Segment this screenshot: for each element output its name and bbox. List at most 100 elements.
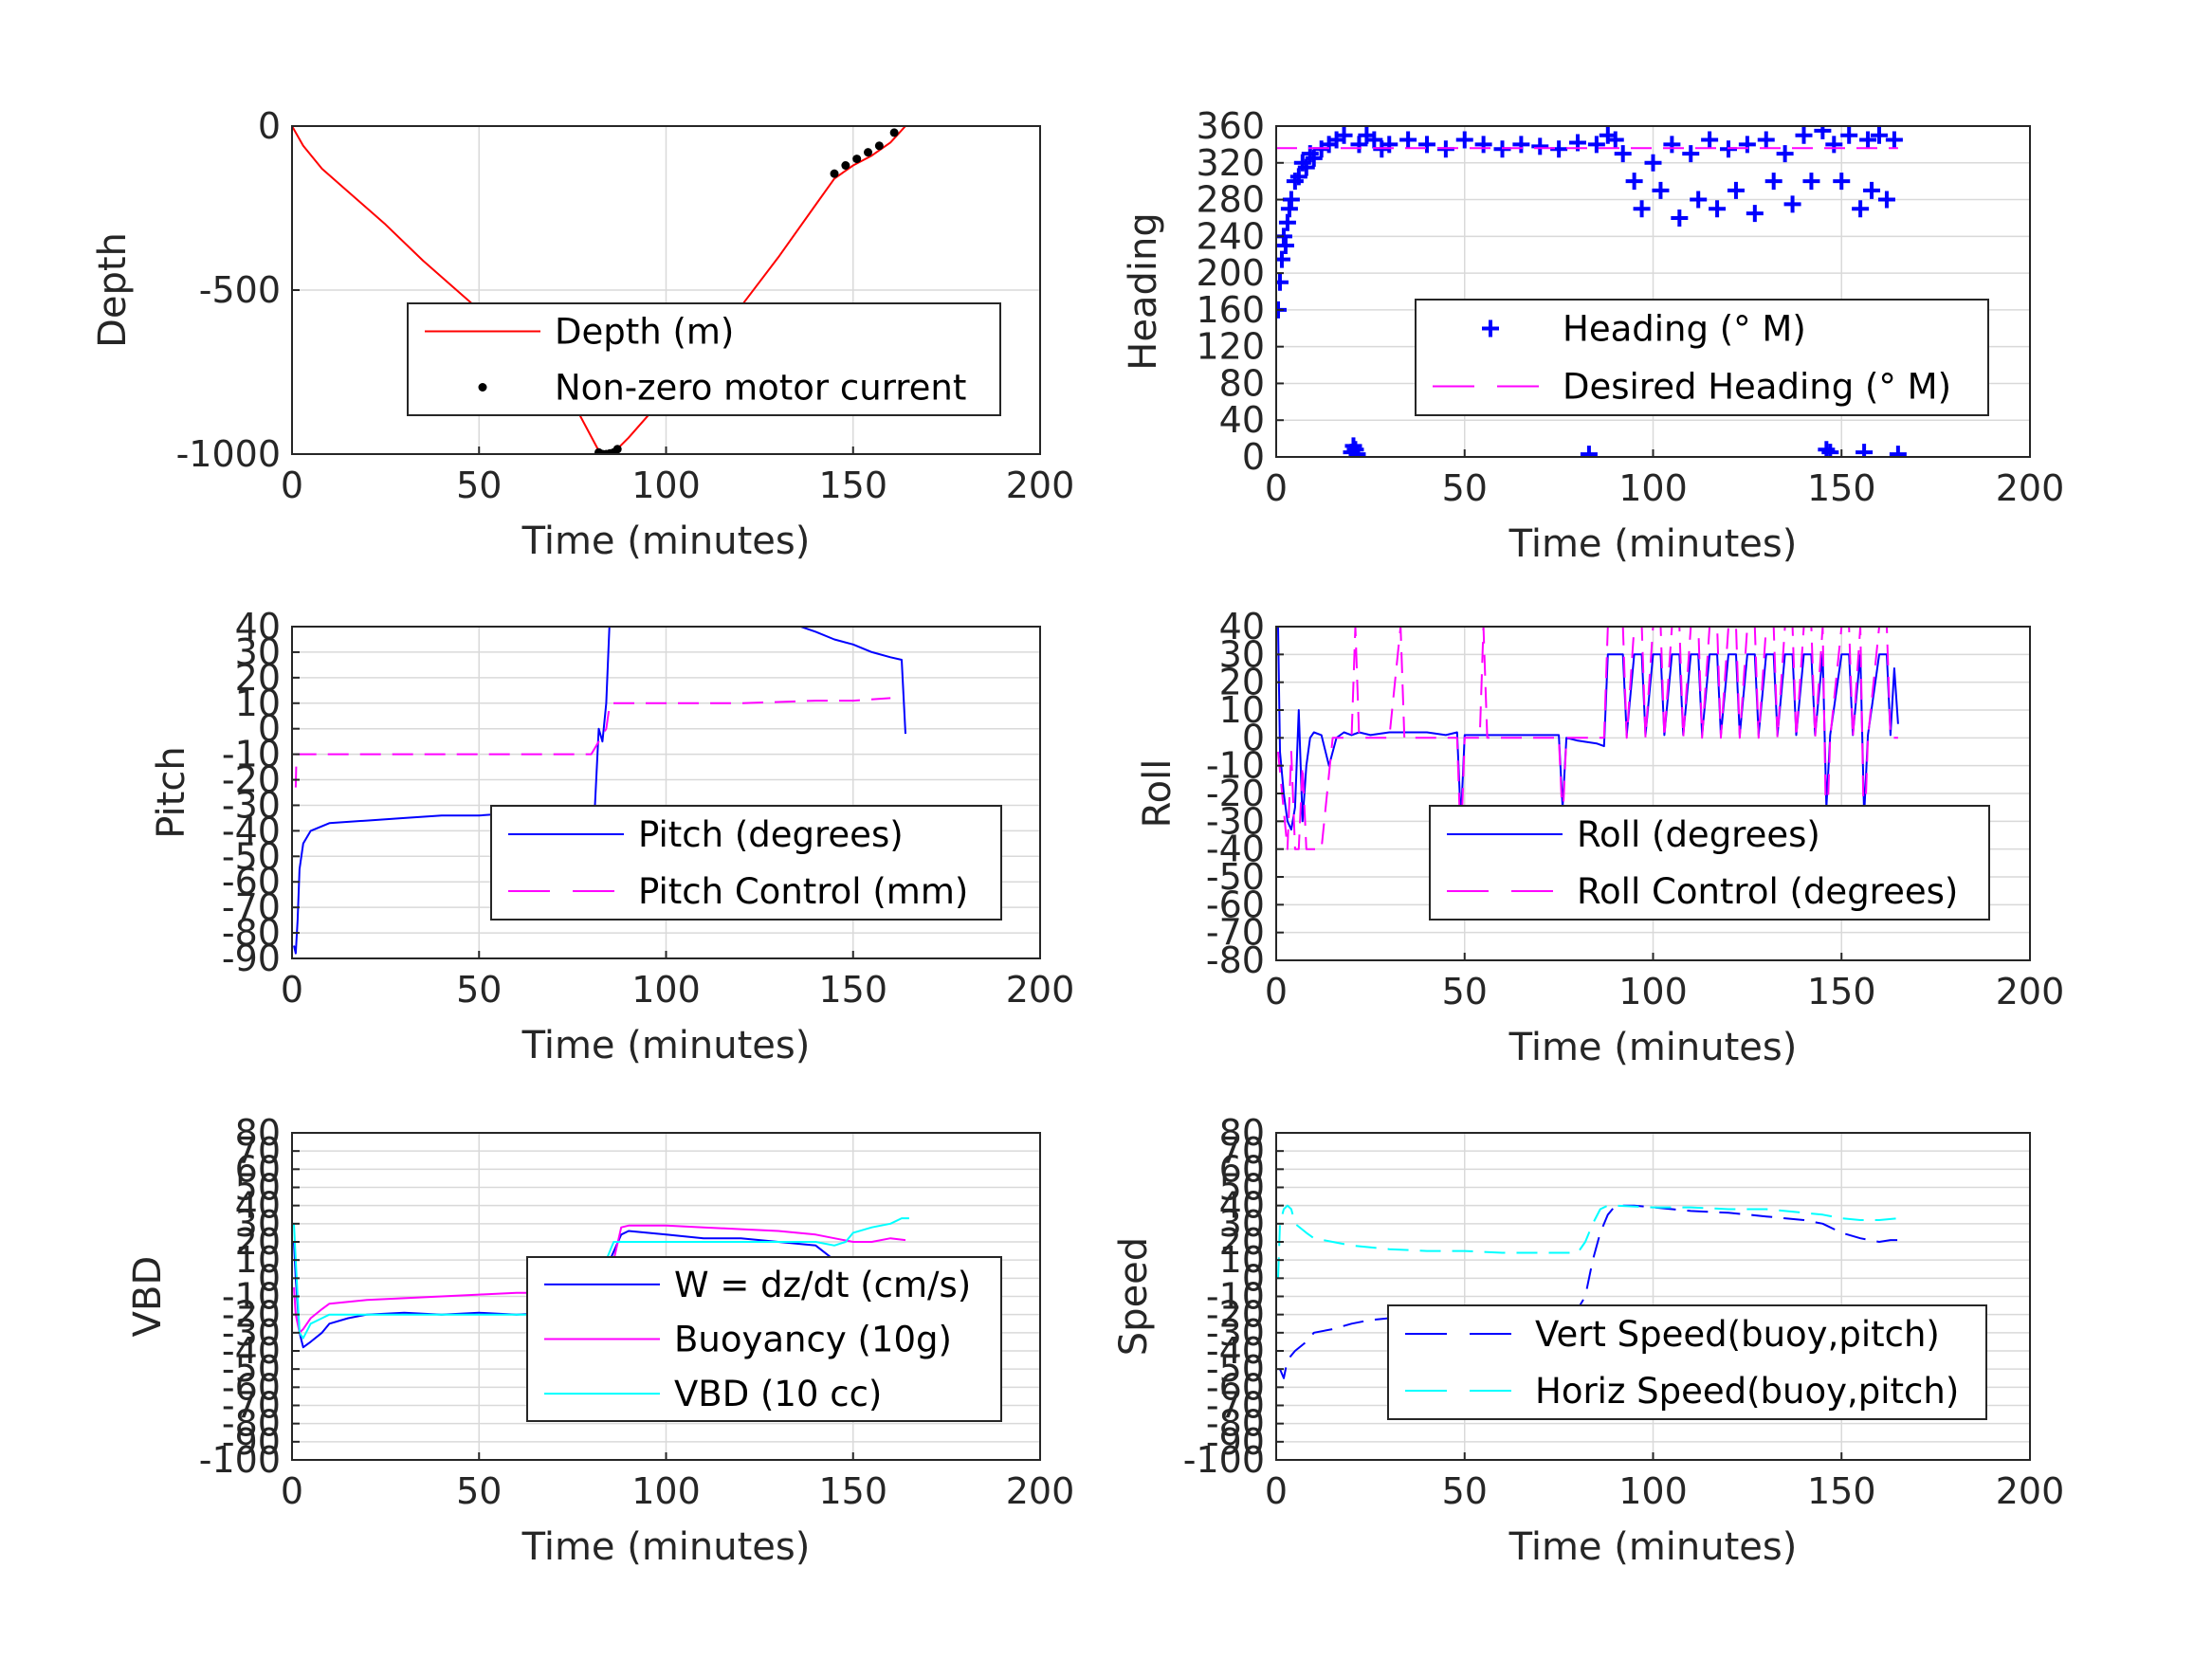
x-tick-label: 150 xyxy=(818,969,887,1011)
series-1-point xyxy=(1818,441,1836,457)
y-tick-label: 60 xyxy=(235,1148,281,1190)
series-2-point xyxy=(830,169,839,178)
series-1-point xyxy=(1690,191,1708,209)
y-tick-label: 70 xyxy=(235,1130,281,1172)
series-1-point xyxy=(1587,136,1605,154)
y-tick-label: 70 xyxy=(1219,1130,1265,1172)
y-tick-label: -30 xyxy=(222,1312,281,1354)
legend-swatch xyxy=(478,383,487,392)
legend-entry: Pitch Control (mm) xyxy=(638,871,968,912)
y-tick-label: -50 xyxy=(222,835,281,877)
y-tick-label: -80 xyxy=(1206,939,1265,981)
series-1-point xyxy=(1821,444,1839,457)
y-tick-label: 40 xyxy=(1219,606,1265,647)
y-tick-label: -90 xyxy=(1206,1421,1265,1463)
series-1-point xyxy=(1652,181,1670,199)
series-1-point xyxy=(1802,173,1820,191)
y-tick-label: -10 xyxy=(1206,745,1265,787)
legend-entry: Non-zero motor current xyxy=(555,368,966,409)
y-tick-label: 30 xyxy=(1219,633,1265,675)
y-tick-label: 10 xyxy=(235,683,281,724)
y-tick-label: 40 xyxy=(1219,1185,1265,1227)
y-tick-label: -100 xyxy=(199,1439,281,1481)
y-tick-label: 30 xyxy=(235,631,281,673)
x-tick-label: 100 xyxy=(631,1470,701,1512)
x-tick-label: 0 xyxy=(1265,1470,1288,1512)
legend-box xyxy=(490,805,1002,921)
y-tick-label: 80 xyxy=(1219,1112,1265,1154)
y-tick-label: -10 xyxy=(222,734,281,775)
y-tick-label: -40 xyxy=(1206,829,1265,870)
y-tick-label: 80 xyxy=(1219,362,1265,404)
series-1-point xyxy=(1738,136,1756,154)
chart-panel-3: 0 50 100 150 200-90-80-70-60-50-40-30-20-100… xyxy=(150,606,1074,1067)
x-axis-label: Time (minutes) xyxy=(1508,522,1798,566)
series-3-line xyxy=(293,1217,909,1340)
y-tick-label: 40 xyxy=(235,1185,281,1227)
x-tick-label: 0 xyxy=(281,1470,303,1512)
series-1-point xyxy=(1701,131,1719,149)
series-1-point xyxy=(1305,149,1323,167)
y-tick-label: -20 xyxy=(1206,1294,1265,1336)
y-tick-label: -50 xyxy=(222,1348,281,1390)
y-tick-label: -60 xyxy=(222,861,281,902)
series-2-point xyxy=(612,445,622,454)
y-tick-label: -50 xyxy=(1206,1348,1265,1390)
y-tick-label: -60 xyxy=(1206,1366,1265,1408)
x-tick-label: 0 xyxy=(281,465,303,506)
y-tick-label: -10 xyxy=(222,1276,281,1318)
x-tick-label: 200 xyxy=(1996,1470,2065,1512)
series-1-point xyxy=(1399,131,1417,149)
y-tick-label: -70 xyxy=(222,1385,281,1427)
chart-panel-1: 0 50 100 150 200 -1000 -500 0 Time (minutes) Dept… xyxy=(91,105,1074,563)
series-1-point xyxy=(1297,158,1315,176)
y-tick-label: -80 xyxy=(222,1403,281,1445)
y-tick-label: -40 xyxy=(222,1330,281,1372)
x-tick-label: 150 xyxy=(1807,467,1876,509)
x-tick-label: 150 xyxy=(1807,1470,1876,1512)
series-1-point xyxy=(1840,126,1858,144)
x-tick-label: 200 xyxy=(1006,1470,1075,1512)
y-tick-label: 0 xyxy=(1242,436,1265,478)
series-1-point xyxy=(1877,191,1895,209)
y-tick-label: -20 xyxy=(222,759,281,801)
plot-area xyxy=(1277,1204,1898,1379)
series-1-point xyxy=(1871,126,1888,144)
x-tick-label: 200 xyxy=(1996,971,2065,1012)
y-tick-label: -90 xyxy=(222,938,281,979)
y-tick-label: 10 xyxy=(1219,1239,1265,1281)
series-1-point xyxy=(1614,145,1632,163)
y-tick-label: 20 xyxy=(1219,1221,1265,1263)
series-1-point xyxy=(1783,195,1801,213)
series-1-point xyxy=(1606,131,1624,149)
x-tick-label: 50 xyxy=(1442,467,1488,509)
series-1-point xyxy=(1580,446,1598,457)
legend: Heading (° M) Desired Heading (° M) xyxy=(1415,299,1989,416)
legend: Vert Speed(buoy,pitch) Horiz Speed(buoy,p… xyxy=(1387,1304,1987,1420)
x-tick-label: 150 xyxy=(818,465,887,506)
legend: W = dz/dt (cm/s) Buoyancy (10g) VBD (10 cc… xyxy=(526,1256,1002,1422)
y-axis-label: Heading xyxy=(1122,212,1165,370)
series-1-point xyxy=(1776,145,1794,163)
series-1-point xyxy=(1335,126,1353,144)
legend-entry: VBD (10 cc) xyxy=(674,1374,882,1414)
legend-entry: Depth (m) xyxy=(555,312,734,353)
series-1-point xyxy=(1671,209,1689,227)
series-1-point xyxy=(1365,131,1383,149)
x-tick-label: 0 xyxy=(281,969,303,1011)
x-tick-label: 200 xyxy=(1006,969,1075,1011)
y-tick-label: 10 xyxy=(1219,689,1265,731)
legend-entry: Horiz Speed(buoy,pitch) xyxy=(1535,1371,1959,1412)
x-tick-label: 0 xyxy=(1265,971,1288,1012)
legend-entry: Roll Control (degrees) xyxy=(1577,871,1958,912)
x-tick-label: 50 xyxy=(456,1470,502,1512)
y-tick-label: -80 xyxy=(1206,1403,1265,1445)
series-1-point xyxy=(1282,191,1300,209)
x-tick-label: 100 xyxy=(1618,467,1688,509)
legend-swatch xyxy=(1482,319,1499,337)
y-tick-label: -60 xyxy=(222,1366,281,1408)
y-tick-label: -60 xyxy=(1206,884,1265,925)
legend-entry: Buoyancy (10g) xyxy=(674,1320,952,1360)
series-1-point xyxy=(1814,126,1832,139)
y-tick-label: -500 xyxy=(199,269,281,311)
